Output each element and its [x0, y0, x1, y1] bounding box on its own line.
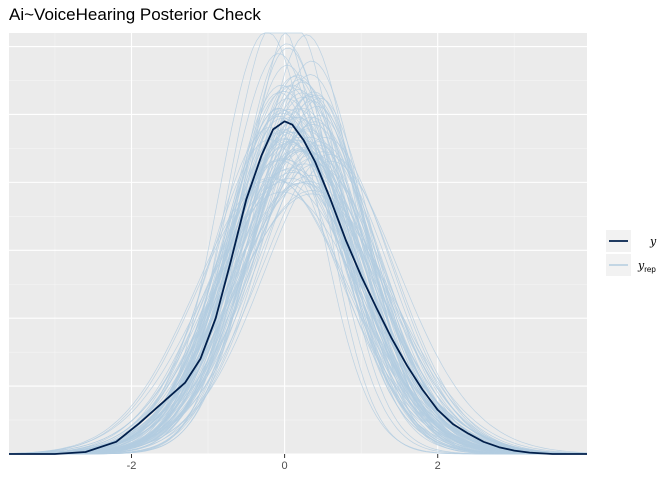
- yrep-curve: [9, 95, 587, 455]
- x-tick-label: -2: [127, 460, 137, 472]
- legend-label-yrep: yrep: [637, 259, 656, 274]
- y-series: [9, 120, 587, 455]
- yrep-curve: [9, 140, 588, 455]
- yrep-curve: [9, 76, 587, 455]
- x-tick-label: 0: [282, 460, 288, 472]
- legend-label-yrep-main: y: [637, 259, 645, 272]
- x-axis: -2 0 2: [127, 454, 441, 472]
- yrep-curve: [8, 153, 587, 455]
- chart-title: Ai~VoiceHearing Posterior Check: [9, 5, 261, 24]
- plot-panel: [9, 33, 587, 454]
- legend: y yrep: [606, 230, 657, 276]
- y-curve: [9, 120, 587, 455]
- yrep-curve: [8, 157, 587, 455]
- yrep-curve: [9, 136, 587, 455]
- x-tick-label: 2: [435, 460, 441, 472]
- yrep-curve: [9, 139, 587, 455]
- legend-label-yrep-sub: rep: [644, 265, 656, 274]
- yrep-curve: [9, 96, 587, 455]
- yrep-series: [8, 32, 588, 455]
- legend-label-y: y: [649, 235, 657, 248]
- yrep-curve: [9, 34, 587, 455]
